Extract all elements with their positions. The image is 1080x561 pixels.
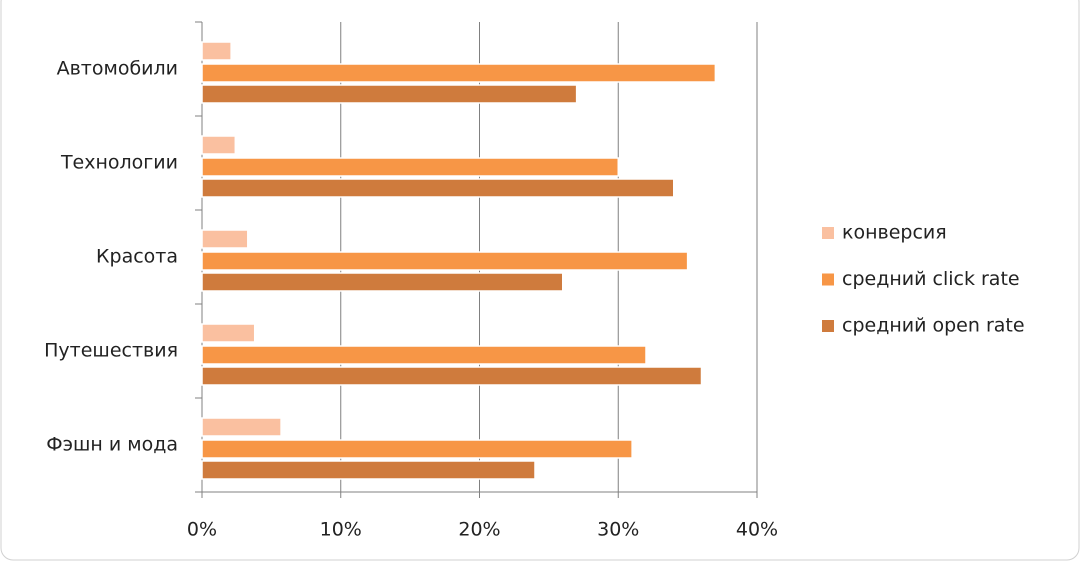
bar: [201, 417, 282, 437]
x-tick-label: 20%: [458, 519, 500, 541]
bar: [201, 439, 633, 459]
bar: [201, 41, 232, 61]
y-tick-label: Путешествия: [44, 340, 178, 362]
y-tick-label: Красота: [96, 246, 178, 268]
x-tick-label: 10%: [320, 519, 362, 541]
bar: [201, 178, 675, 198]
bar: [201, 272, 564, 292]
legend-label: средний click rate: [842, 268, 1020, 290]
x-tick-label: 40%: [736, 519, 778, 541]
legend-label: конверсия: [842, 222, 947, 244]
legend-swatch: [822, 273, 834, 286]
x-tick-label: 0%: [187, 519, 217, 541]
bar: [201, 84, 578, 104]
bar: [201, 229, 249, 249]
bar: [201, 323, 256, 343]
bar: [201, 251, 689, 271]
y-tick-label: Технологии: [60, 152, 178, 174]
y-tick-label: Автомобили: [57, 58, 178, 80]
bar: [201, 63, 717, 83]
bar: [201, 366, 703, 386]
bar: [201, 157, 619, 177]
legend-label: средний open rate: [842, 315, 1025, 337]
bar: [201, 460, 536, 480]
bar: [201, 345, 647, 365]
x-tick-label: 30%: [597, 519, 639, 541]
y-tick-label: Фэшн и мода: [46, 434, 178, 456]
bar: [201, 135, 237, 155]
legend-swatch: [822, 227, 834, 239]
legend-swatch: [822, 320, 834, 332]
